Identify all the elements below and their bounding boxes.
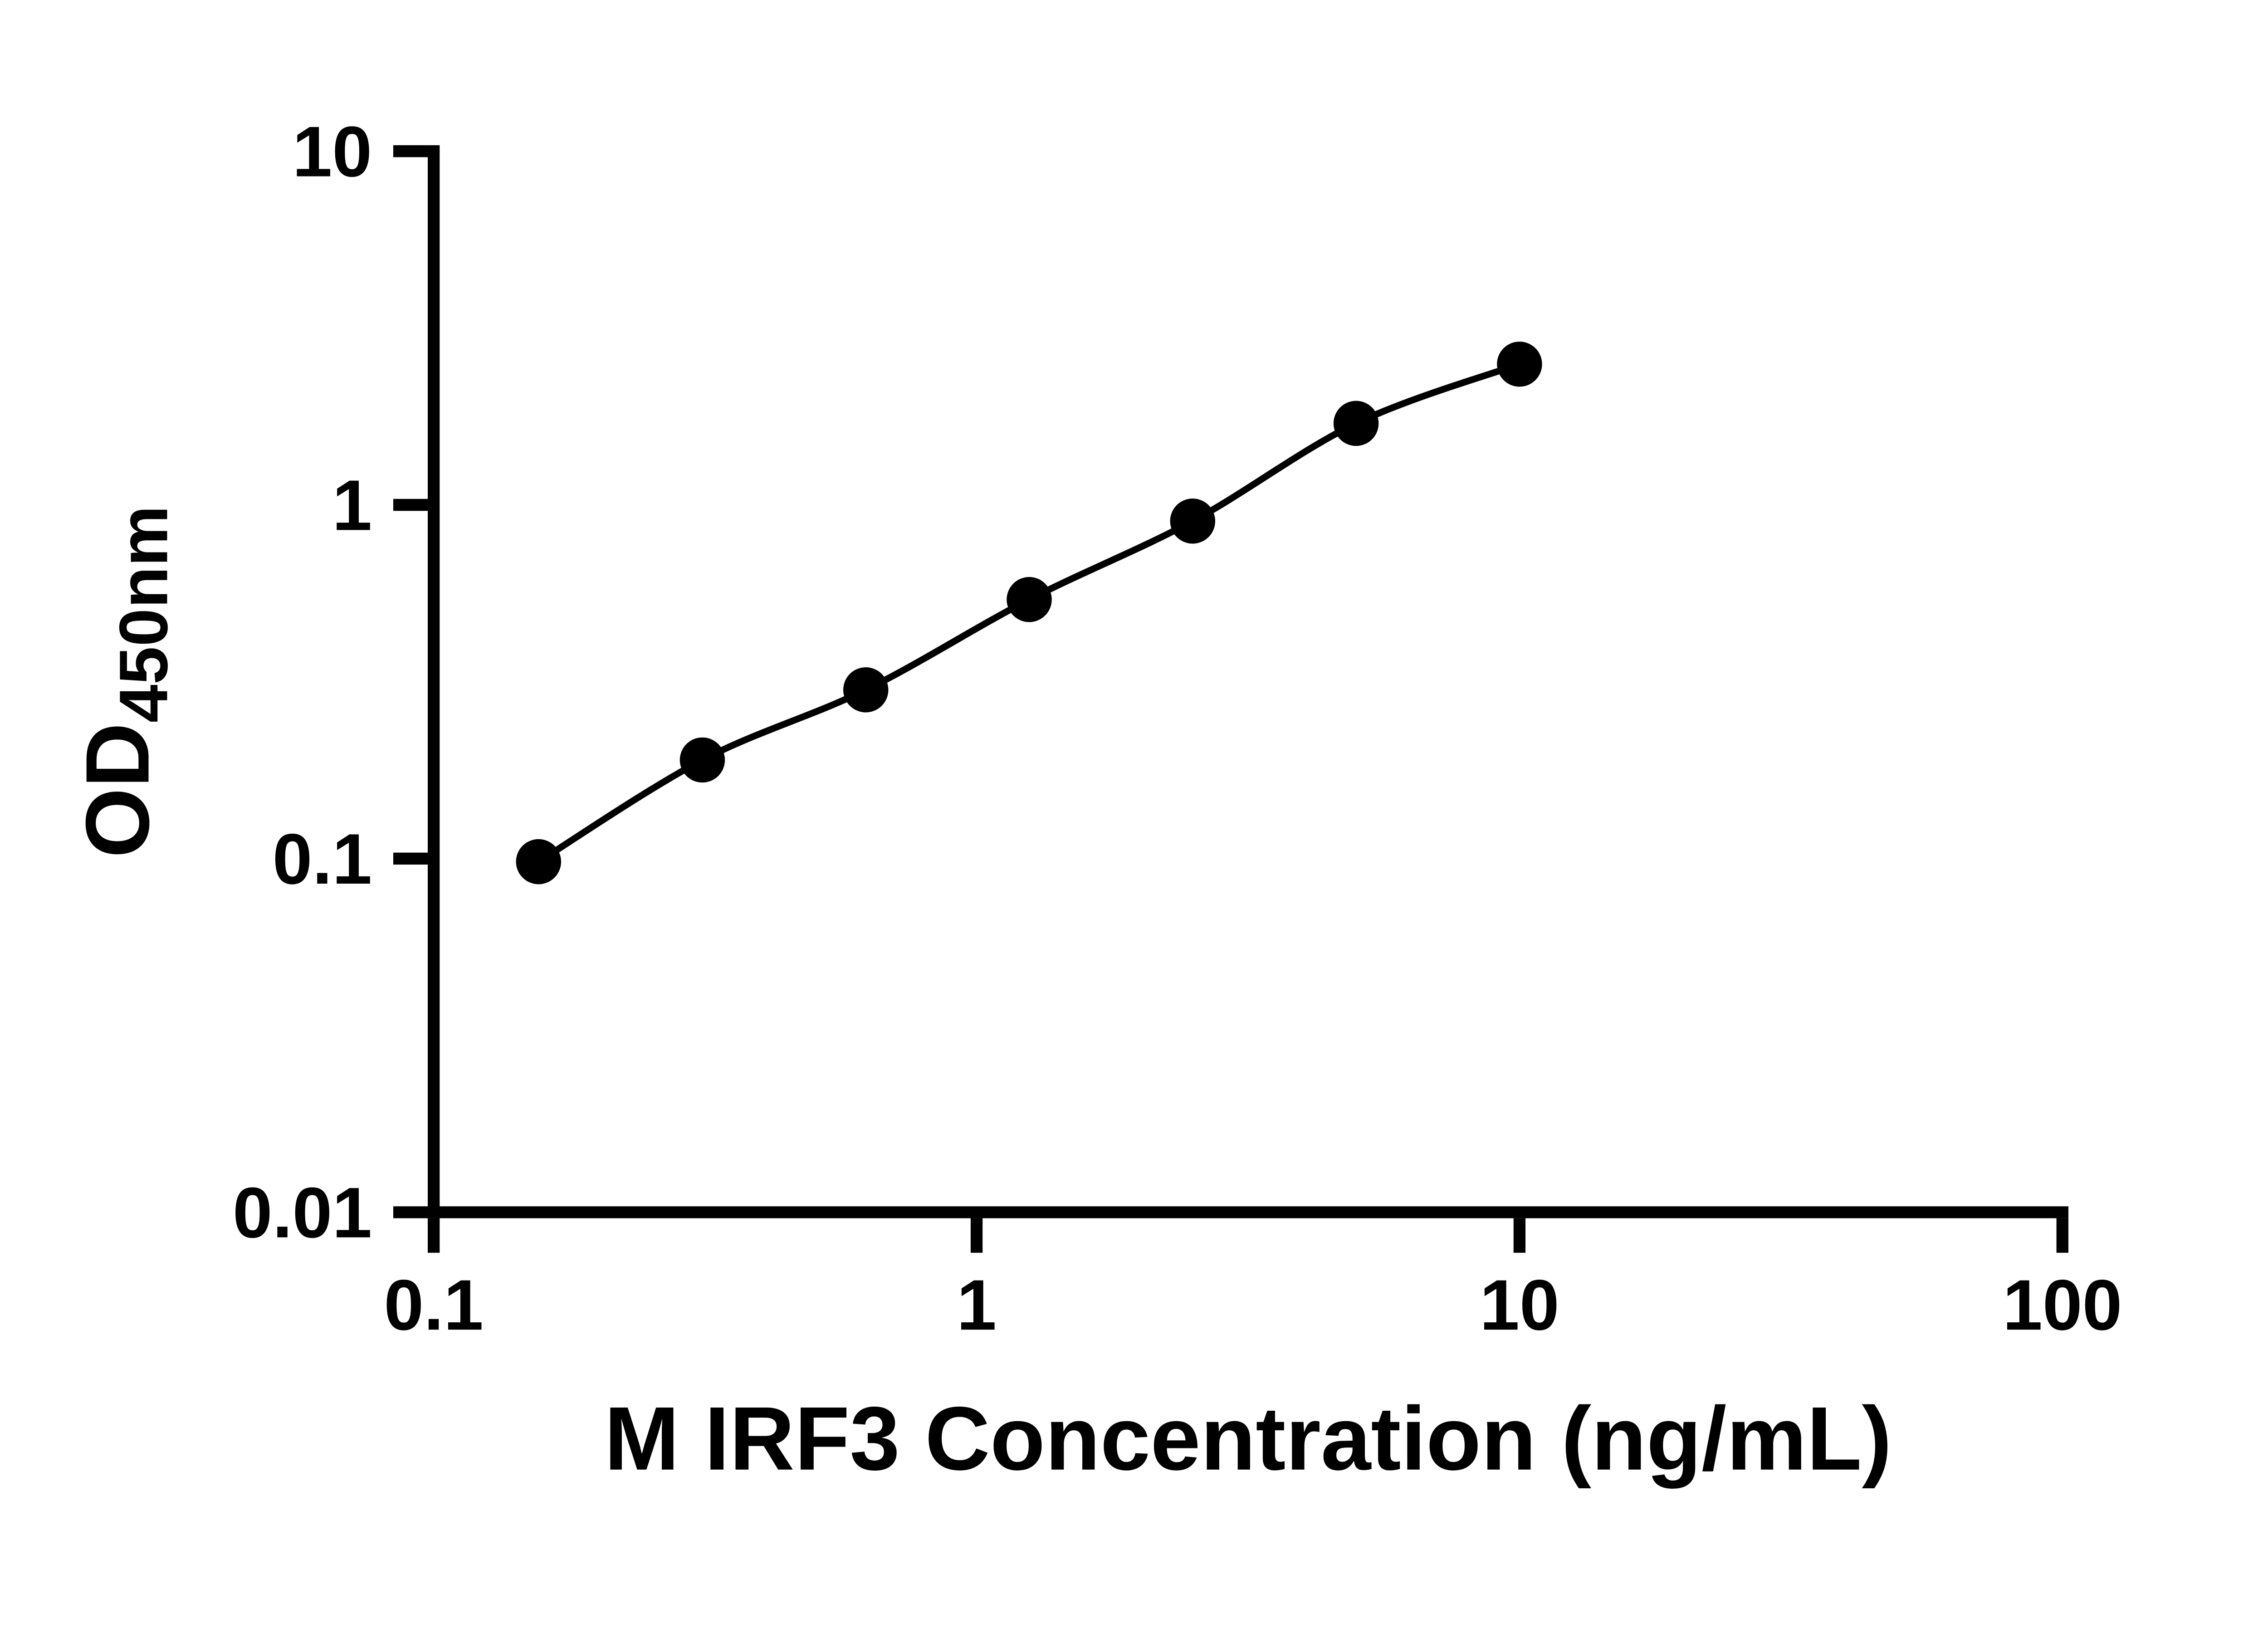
data-point-marker: [1497, 342, 1542, 387]
data-point-marker: [1333, 401, 1379, 446]
x-tick-label: 10: [1480, 1265, 1559, 1345]
figure-page: 0.01 0.1 1 10 0.1 1 10 100 M IRF3 Concentration …: [67, 112, 2122, 1489]
x-tick-label: 100: [2003, 1265, 2122, 1345]
y-tick-label: 1: [332, 465, 372, 545]
y-axis-title-main: OD: [67, 723, 168, 858]
y-axis-title: OD450nm: [67, 505, 182, 858]
data-point-marker: [1170, 499, 1216, 544]
data-point-marker: [516, 839, 561, 885]
y-axis-title-subscript: 450nm: [105, 505, 182, 723]
data-point-marker: [1007, 577, 1052, 622]
y-tick-label: 10: [293, 112, 372, 192]
data-point-marker: [843, 667, 889, 713]
x-tick-label: 0.1: [384, 1265, 483, 1345]
y-tick-label: 0.01: [233, 1173, 372, 1253]
x-axis-title: M IRF3 Concentration (ng/mL): [604, 1389, 1892, 1489]
x-tick-label: 1: [957, 1265, 997, 1345]
y-tick-label: 0.1: [273, 819, 372, 899]
data-point-marker: [679, 737, 725, 783]
